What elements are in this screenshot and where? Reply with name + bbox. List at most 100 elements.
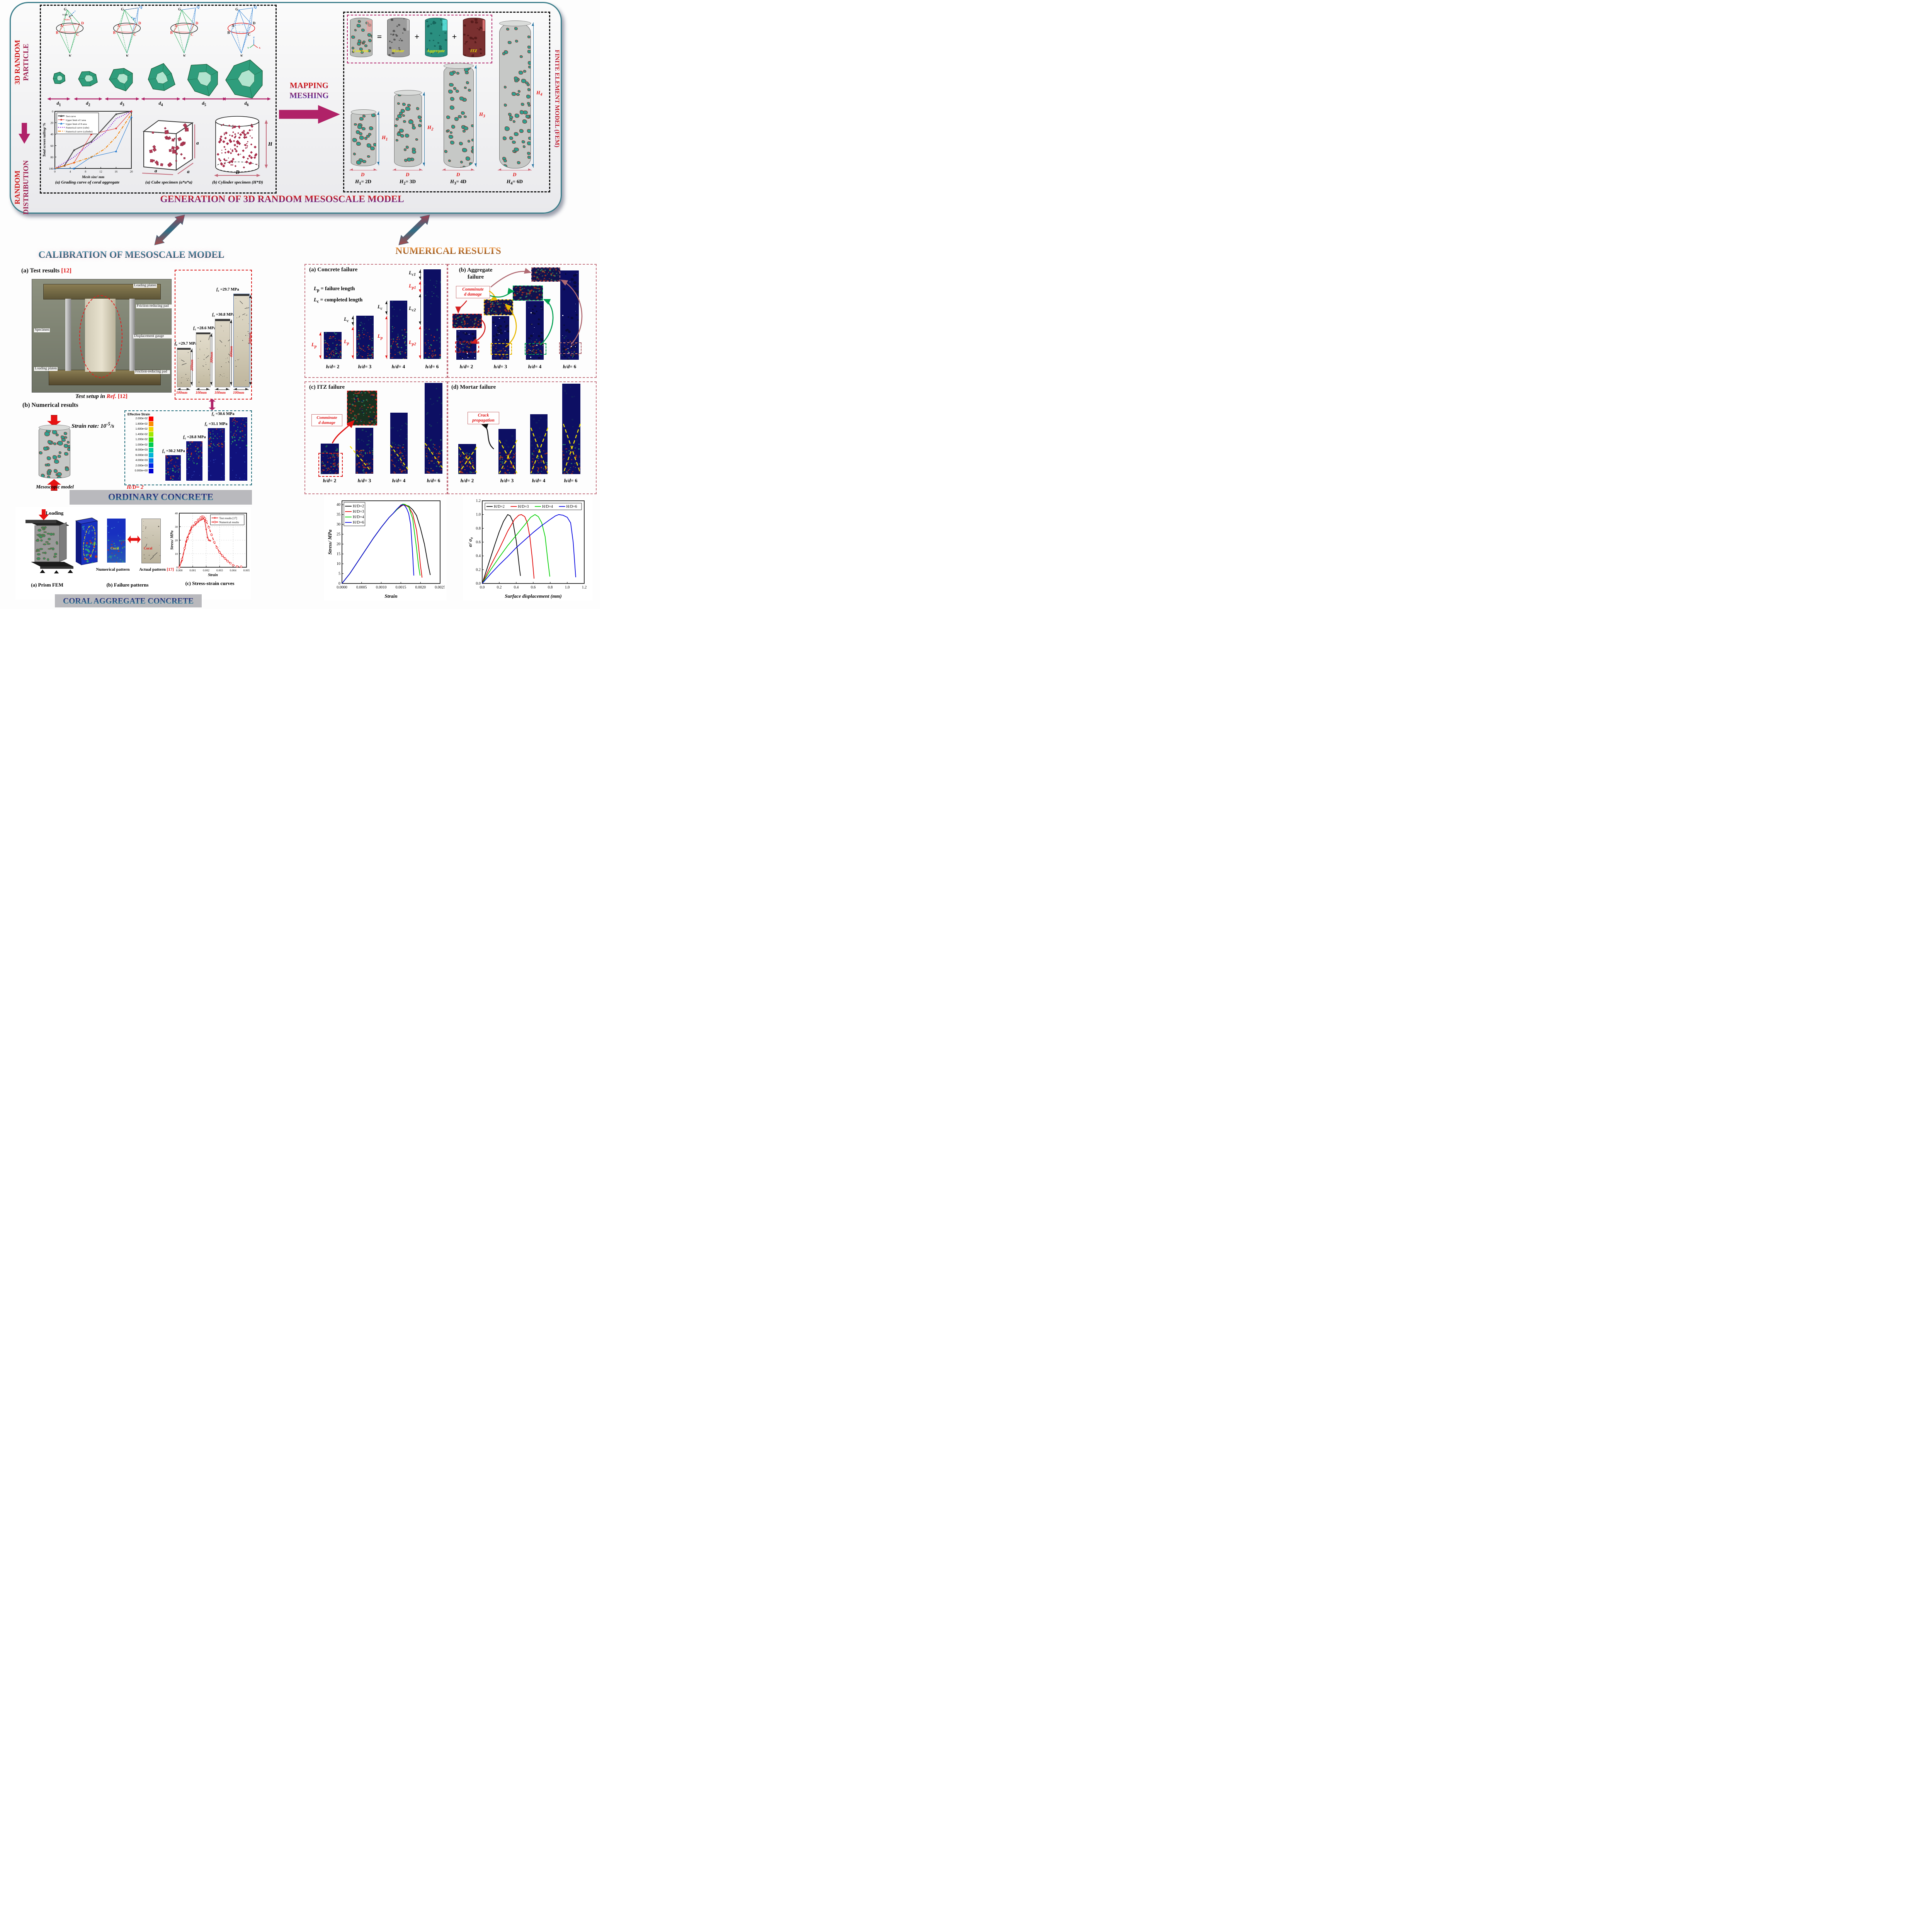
comminuted-damage-label-c: Comminute d damage bbox=[311, 414, 342, 427]
svg-text:B: B bbox=[170, 31, 173, 35]
svg-text:0.2: 0.2 bbox=[497, 585, 502, 590]
highlight-hd3 bbox=[491, 343, 512, 355]
fc-num-3: fc =31.1 MPa bbox=[205, 422, 228, 427]
lp-label-hd3: Lp bbox=[344, 338, 349, 346]
svg-text:G: G bbox=[178, 7, 181, 12]
stress-strain-chart: 0.000 0.001 0.002 0.003 0.004 0.005010203040S… bbox=[170, 512, 250, 577]
plus-sign: + bbox=[452, 32, 457, 41]
hd2-label: H/D= 2 bbox=[127, 485, 144, 490]
svg-text:Total screen tailing/ %: Total screen tailing/ % bbox=[43, 123, 47, 157]
mortar-col-hd2 bbox=[458, 444, 476, 474]
svg-text:X: X bbox=[259, 47, 261, 49]
stress-strain-caption: (c) Stress-strain curves bbox=[185, 580, 235, 586]
svg-text:5: 5 bbox=[338, 572, 340, 576]
grading-curve-chart: 0 4 8 12 16 20 0 20 40 60 80 100 Mesh size/ mm Total … bbox=[43, 110, 133, 179]
aggregate-inset-red bbox=[452, 314, 482, 328]
hd2-a: h/d= 2 bbox=[326, 364, 340, 369]
svg-text:16: 16 bbox=[115, 170, 118, 173]
svg-text:20: 20 bbox=[51, 121, 54, 125]
fem-cylinder-h4-top bbox=[499, 20, 531, 26]
lp-dim-hd3 bbox=[352, 327, 354, 359]
svg-text:0.001: 0.001 bbox=[189, 569, 196, 572]
svg-text:Numerical curve (cylinder): Numerical curve (cylinder) bbox=[66, 131, 93, 133]
concrete-col-hd2 bbox=[324, 332, 342, 359]
effective-strain-row: 1.400e-02 bbox=[128, 432, 161, 437]
fem-cylinder-h2 bbox=[394, 92, 422, 167]
fem-cap-3: H3= 4D bbox=[450, 179, 467, 186]
lc-label-hd4: Lc bbox=[378, 304, 383, 311]
sigma-displacement-chart: 0.0 0.2 0.4 0.6 0.8 1.0 1.2 0.0 0.2 0.4 0.6 0.8 1.0 1… bbox=[467, 499, 587, 599]
lp-label-hd4: Lp bbox=[378, 333, 383, 340]
label-loading-platen-top: Loading platen bbox=[133, 284, 157, 288]
h2-label: H2 bbox=[427, 124, 434, 132]
svg-text:1.0: 1.0 bbox=[476, 513, 481, 517]
tetrahedron-diagram-3: G K A D B C Q bbox=[170, 5, 200, 56]
mapping-meshing-label: MAPPING MESHING bbox=[277, 80, 342, 101]
aggregate-inset-rosy bbox=[531, 267, 560, 282]
concrete-failure-box bbox=[304, 264, 447, 378]
fem-cap-1: H1= 2D bbox=[355, 179, 372, 186]
fem-cylinder-h4 bbox=[499, 22, 531, 168]
svg-text:H/D=6: H/D=6 bbox=[353, 520, 364, 525]
lc-dim-hd3 bbox=[352, 316, 354, 326]
fem-cap-4: H4= 6D bbox=[506, 179, 523, 186]
svg-text:Q: Q bbox=[197, 5, 200, 10]
test-setup-caption: Test setup in Ref. [12] bbox=[75, 393, 128, 400]
hd4-c: h/d= 4 bbox=[392, 478, 406, 483]
lp2-label-hd6: Lp2 bbox=[409, 339, 416, 347]
svg-text:D: D bbox=[235, 170, 240, 175]
svg-text:Stress/ MPa: Stress/ MPa bbox=[170, 531, 174, 550]
fc-num-1: fc =30.2 MPa bbox=[162, 449, 185, 454]
svg-text:G: G bbox=[121, 7, 124, 12]
svg-text:0.6: 0.6 bbox=[476, 540, 481, 544]
label-300mm: 300mm bbox=[210, 352, 214, 363]
svg-text:0.6: 0.6 bbox=[531, 585, 536, 590]
aggregate-failure-box bbox=[447, 264, 597, 378]
svg-text:K: K bbox=[183, 54, 186, 56]
fc-num-4: fc =30.6 MPa bbox=[212, 412, 235, 417]
coral-label-actual: Coral bbox=[144, 546, 152, 550]
mesoscopic-model-top bbox=[39, 425, 70, 430]
lc1-dim-hd6 bbox=[419, 269, 422, 280]
svg-text:1.2: 1.2 bbox=[476, 499, 481, 503]
sigma-chart-bg bbox=[463, 495, 593, 600]
svg-text:Strain: Strain bbox=[384, 593, 397, 599]
numerical-results-heading: (b) Numerical results bbox=[22, 402, 78, 408]
svg-text:Numerical curve (cube): Numerical curve (cube) bbox=[66, 127, 89, 129]
prism-fem-caption: (a) Prism FEM bbox=[31, 582, 63, 588]
itz-failure-heading: (c) ITZ failure bbox=[309, 384, 345, 390]
aggregate-inset-green bbox=[513, 286, 543, 301]
lc2-dim-hd6 bbox=[419, 294, 422, 325]
svg-text:C: C bbox=[76, 33, 79, 37]
label-loading-platen-bottom: Loading platen bbox=[34, 367, 58, 371]
svg-text:1.0: 1.0 bbox=[565, 585, 570, 590]
svg-text:Test curve: Test curve bbox=[66, 115, 76, 118]
gauge-rod bbox=[129, 298, 135, 371]
dim-100mm-3 bbox=[215, 388, 230, 391]
svg-text:D: D bbox=[138, 21, 141, 26]
hd2-d: h/d= 2 bbox=[460, 478, 474, 483]
d2-label: D bbox=[406, 172, 410, 177]
svg-text:D: D bbox=[81, 21, 84, 26]
numerical-pattern-2d bbox=[107, 519, 126, 563]
concrete-col-hd4 bbox=[390, 301, 407, 359]
svg-text:15: 15 bbox=[337, 552, 340, 556]
concrete-label: Concrete bbox=[353, 49, 369, 53]
equals-sign: = bbox=[377, 32, 382, 41]
svg-text:H/D=2: H/D=2 bbox=[353, 504, 364, 509]
effective-strain-row: 1.200e-02 bbox=[128, 437, 161, 442]
svg-text:Surface displacement (mm): Surface displacement (mm) bbox=[505, 593, 561, 599]
svg-text:H/D=3: H/D=3 bbox=[518, 505, 529, 509]
lp1-label-hd6: Lp1 bbox=[409, 283, 416, 290]
numerical-results-title: NUMERICAL RESULTS bbox=[363, 246, 533, 257]
svg-text:0.4: 0.4 bbox=[476, 554, 481, 558]
cube-specimen: a a a bbox=[142, 120, 199, 175]
itz-col-hd6 bbox=[425, 383, 442, 474]
fc-test-2: fc =28.6 MPa bbox=[193, 326, 216, 332]
dim-100mm-2 bbox=[196, 388, 210, 391]
itz-col-hd4 bbox=[390, 413, 408, 474]
numerical-column-hd3 bbox=[186, 441, 202, 481]
svg-text:40: 40 bbox=[51, 133, 54, 136]
svg-text:0.005: 0.005 bbox=[243, 569, 250, 572]
svg-text:v: v bbox=[75, 10, 76, 13]
